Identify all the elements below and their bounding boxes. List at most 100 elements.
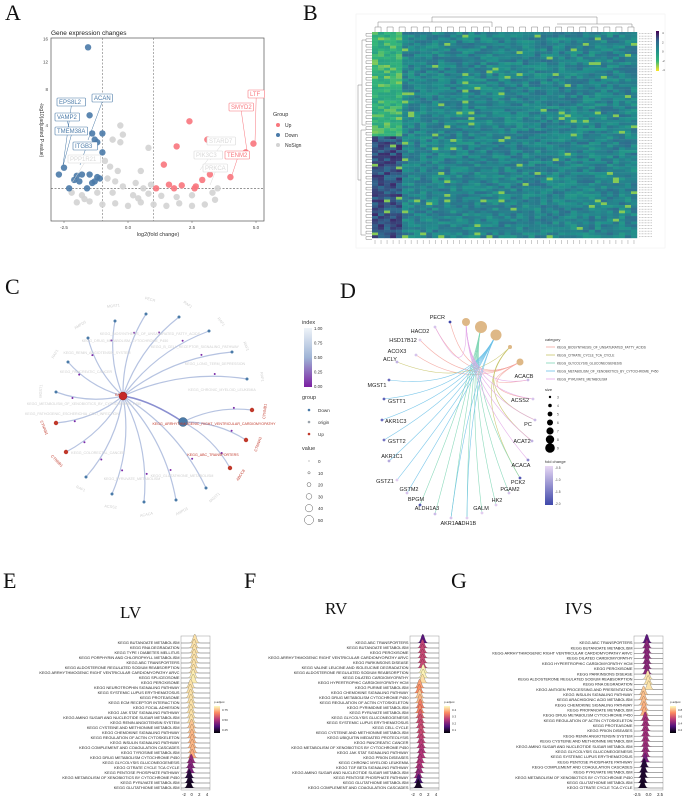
- heatmap-cell: [546, 81, 553, 85]
- heatmap-cell: [564, 147, 571, 151]
- heatmap-cell: [510, 199, 517, 203]
- heatmap-cell: [456, 51, 463, 55]
- heatmap-cell: [444, 48, 451, 52]
- heatmap-cell: [456, 111, 463, 115]
- heatmap-cell: [390, 59, 397, 63]
- heatmap-cell: [582, 235, 590, 239]
- heatmap-cell: [624, 141, 632, 145]
- heatmap-cell: [402, 48, 409, 52]
- heatmap-cell: [486, 232, 493, 236]
- heatmap-cell: [588, 152, 596, 156]
- heatmap-cell: [516, 180, 523, 184]
- ridge-density: [633, 732, 664, 742]
- heatmap-cell: [624, 207, 632, 211]
- heatmap-cell: [618, 53, 626, 57]
- heatmap-cell: [474, 92, 481, 96]
- center-node: [118, 391, 128, 401]
- heatmap-cell: [384, 194, 391, 197]
- edge-midpoint: [91, 354, 94, 357]
- heatmap-cell: [558, 216, 565, 219]
- index-tick: 1.00: [314, 326, 323, 331]
- heatmap-cell: [600, 194, 608, 197]
- heatmap-cell: [534, 100, 541, 104]
- heatmap-cell: [612, 235, 620, 239]
- heatmap-cell: [546, 183, 553, 187]
- heatmap-cell: [546, 92, 553, 96]
- heatmap-cell: [396, 163, 403, 167]
- heatmap-cell: [456, 122, 463, 126]
- heatmap-cell: [510, 141, 517, 145]
- heatmap-cell: [570, 100, 577, 104]
- ridge-density: [633, 649, 664, 659]
- pathway-label: KEGG ANTIGEN PROCESSING AND PRESENTATION: [536, 687, 632, 692]
- heatmap-cell: [396, 32, 403, 35]
- heatmap-cell: [378, 106, 385, 110]
- heatmap-cell: [462, 51, 469, 55]
- heatmap-cell: [372, 221, 379, 225]
- ridge-density: [410, 779, 439, 789]
- heatmap-cell: [378, 218, 385, 222]
- heatmap-cell: [594, 227, 602, 230]
- network-edge: [122, 395, 177, 501]
- heatmap-cell: [426, 64, 433, 68]
- pathway-label: KEGG BUTANOATE METABOLISM: [571, 645, 633, 650]
- heatmap-cell: [618, 89, 626, 93]
- heatmap-cell: [504, 67, 511, 71]
- heatmap-cell: [498, 183, 505, 187]
- heatmap-cell: [420, 194, 427, 197]
- heatmap-cell: [564, 75, 571, 79]
- heatmap-cell: [522, 224, 529, 228]
- heatmap-cell: [378, 111, 385, 115]
- heatmap-cell: [606, 95, 614, 99]
- heatmap-cell: [510, 32, 517, 35]
- heatmap-cell: [372, 53, 379, 57]
- heatmap-cell: [600, 111, 608, 115]
- heatmap-cell: [402, 199, 409, 203]
- heatmap-cell: [414, 48, 421, 52]
- heatmap-cell: [450, 78, 457, 82]
- heatmap-cell: [630, 37, 638, 41]
- heatmap-cell: [384, 218, 391, 222]
- heatmap-cell: [492, 229, 499, 233]
- heatmap-cell: [462, 139, 469, 143]
- heatmap-cell: [534, 81, 541, 85]
- heatmap-cell: [378, 235, 385, 239]
- heatmap-cell: [414, 213, 421, 217]
- heatmap-cell: [450, 84, 457, 88]
- heatmap-cell: [432, 103, 439, 107]
- heatmap-cell: [594, 97, 602, 101]
- heatmap-cell: [618, 133, 626, 137]
- heatmap-cell: [420, 213, 427, 217]
- heatmap-cell: [456, 152, 463, 156]
- heatmap-cell: [594, 128, 602, 132]
- heatmap-cell: [576, 224, 583, 228]
- heatmap-cell: [372, 166, 379, 170]
- heatmap-cell: [576, 45, 583, 49]
- heatmap-cell: [402, 45, 409, 49]
- heatmap-cell: [486, 95, 493, 99]
- heatmap-cell: [372, 130, 379, 134]
- heatmap-cell: [468, 194, 475, 197]
- heatmap-cell: [618, 155, 626, 159]
- heatmap-cell: [528, 177, 535, 181]
- heatmap-cell: [468, 45, 475, 49]
- heatmap-cell: [402, 152, 409, 156]
- heatmap-cell: [414, 196, 421, 200]
- pathway-label: KEGG COMPLEMENT AND COAGULATION CASCADES: [79, 745, 180, 750]
- heatmap-cell: [534, 34, 541, 38]
- heatmap-cell: [618, 37, 626, 41]
- pathway-label: KEGG GLYCOLYSIS GLUCONEOGENESIS: [102, 760, 179, 765]
- heatmap-cell: [522, 42, 529, 46]
- heatmap-cell: [594, 34, 602, 38]
- heatmap-cell: [474, 89, 481, 93]
- heatmap-cell: [624, 56, 632, 60]
- heatmap-cell: [552, 62, 559, 66]
- heatmap-cell: [456, 232, 463, 236]
- heatmap-cell: [564, 119, 571, 123]
- heatmap-cell: [576, 122, 583, 126]
- heatmap-cell: [468, 37, 475, 41]
- heatmap-cell: [504, 75, 511, 79]
- heatmap-cell: [462, 213, 469, 217]
- heatmap-cell: [570, 150, 577, 154]
- heatmap-cell: [528, 205, 535, 208]
